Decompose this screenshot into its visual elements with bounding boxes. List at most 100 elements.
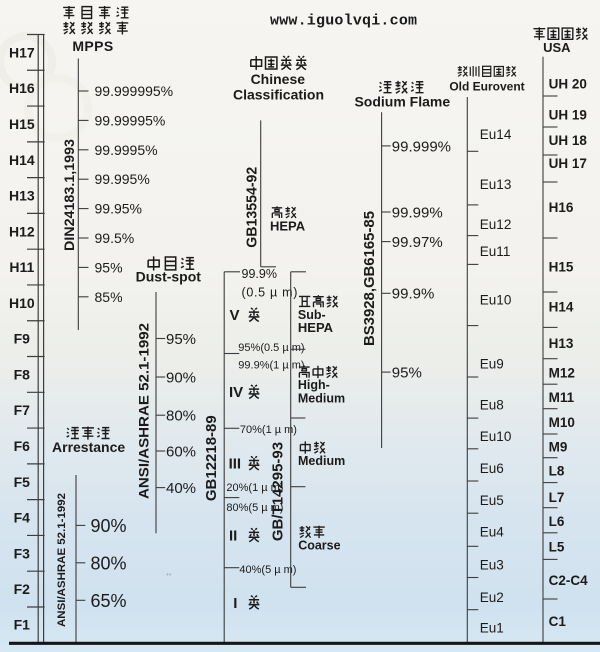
svg-text:C2-C4: C2-C4 (549, 573, 589, 588)
svg-text:Old Eurovent: Old Eurovent (449, 80, 524, 94)
svg-text:HEPA: HEPA (298, 320, 334, 335)
svg-text:GB13554-92: GB13554-92 (243, 167, 260, 248)
svg-text:99.5%: 99.5% (95, 230, 135, 246)
svg-text:L6: L6 (549, 514, 565, 529)
svg-text:H16: H16 (549, 200, 574, 215)
svg-text:F3: F3 (14, 545, 31, 561)
svg-text:70%(1 µ m): 70%(1 µ m) (240, 424, 297, 436)
svg-text:H13: H13 (9, 188, 35, 204)
svg-text:DIN24183.1,1993: DIN24183.1,1993 (61, 139, 77, 251)
svg-text:F7: F7 (14, 402, 31, 418)
svg-text:UH 19: UH 19 (549, 107, 587, 122)
svg-text:Sub-: Sub- (298, 308, 326, 322)
svg-text:GB12218-89: GB12218-89 (203, 415, 220, 501)
svg-text:95%(0.5 µ m): 95%(0.5 µ m) (238, 342, 304, 354)
svg-text:H14: H14 (549, 300, 574, 315)
svg-text:99.97%: 99.97% (392, 234, 443, 251)
svg-text:H10: H10 (9, 295, 35, 311)
svg-text:ANSI/ASHRAE 52.1-1992: ANSI/ASHRAE 52.1-1992 (136, 323, 152, 499)
svg-text:Eu13: Eu13 (480, 177, 512, 192)
svg-text:Classification: Classification (233, 86, 324, 102)
svg-text:IV: IV (229, 384, 243, 401)
svg-text:III: III (229, 456, 242, 473)
svg-text:95%: 95% (166, 331, 196, 348)
svg-text:Eu2: Eu2 (480, 590, 504, 605)
svg-text:www.iguolvqi.com: www.iguolvqi.com (270, 13, 417, 30)
svg-text:ANSI/ASHRAE 52.1-1992: ANSI/ASHRAE 52.1-1992 (56, 493, 68, 627)
svg-text:Eu3: Eu3 (480, 557, 504, 572)
svg-text:99.9%: 99.9% (392, 286, 435, 303)
svg-text:Eu8: Eu8 (480, 398, 504, 413)
svg-text:95%: 95% (392, 365, 422, 382)
svg-text:80%: 80% (166, 408, 196, 425)
svg-text:Eu9: Eu9 (480, 356, 504, 371)
svg-text:L8: L8 (549, 464, 565, 479)
svg-text:UH 20: UH 20 (549, 77, 587, 92)
svg-text:Eu6: Eu6 (480, 461, 504, 476)
svg-text:Eu10: Eu10 (480, 293, 512, 308)
svg-text:H11: H11 (9, 259, 34, 275)
svg-text:Coarse: Coarse (298, 539, 340, 553)
svg-text:F5: F5 (14, 474, 31, 490)
svg-text:F4: F4 (14, 510, 31, 526)
svg-text:60%: 60% (166, 443, 196, 460)
svg-text:F1: F1 (14, 617, 31, 633)
svg-text:F6: F6 (14, 438, 31, 454)
svg-text:M10: M10 (549, 415, 575, 430)
svg-text:F2: F2 (14, 581, 31, 597)
svg-text:Eu14: Eu14 (480, 127, 512, 142)
svg-text:99.95%: 99.95% (95, 201, 142, 217)
svg-text:GB/T14295-93: GB/T14295-93 (270, 442, 287, 541)
svg-text:85%: 85% (95, 289, 123, 305)
svg-text:H12: H12 (9, 223, 35, 239)
svg-text:Eu10: Eu10 (480, 429, 512, 444)
svg-text:99.99%: 99.99% (392, 204, 443, 221)
svg-text:Arrestance: Arrestance (52, 439, 125, 455)
svg-text:H13: H13 (549, 336, 574, 351)
svg-text:V: V (230, 307, 240, 324)
svg-text:99.9995%: 99.9995% (95, 142, 158, 158)
svg-text:99.9%: 99.9% (242, 267, 277, 281)
svg-text:40%: 40% (166, 480, 196, 497)
svg-text:99.995%: 99.995% (95, 171, 150, 187)
svg-text:HEPA: HEPA (270, 219, 306, 234)
svg-text:C1: C1 (549, 614, 567, 629)
svg-text:BS3928,GB6165-85: BS3928,GB6165-85 (361, 211, 378, 346)
svg-text:Eu5: Eu5 (480, 493, 504, 508)
svg-text:M9: M9 (549, 440, 568, 455)
svg-text:L5: L5 (549, 540, 565, 555)
svg-text:H17: H17 (9, 44, 35, 60)
svg-text:M12: M12 (549, 366, 575, 381)
svg-text:20%(1 µ m): 20%(1 µ m) (226, 482, 283, 494)
svg-text:F9: F9 (14, 331, 31, 347)
svg-text:Eu12: Eu12 (480, 217, 512, 232)
svg-text:90%: 90% (91, 516, 127, 536)
svg-text:Eu4: Eu4 (480, 525, 505, 540)
svg-text:(0.5 µ m): (0.5 µ m) (242, 285, 299, 299)
svg-text:USA: USA (543, 40, 571, 55)
svg-text:65%: 65% (91, 591, 127, 611)
svg-text:Eu1: Eu1 (480, 621, 504, 636)
svg-text:M11: M11 (549, 390, 575, 405)
svg-text:99.9%(1 µ m): 99.9%(1 µ m) (238, 360, 304, 372)
svg-text:80%: 80% (91, 553, 127, 573)
svg-text:95%: 95% (95, 259, 123, 275)
svg-text:L7: L7 (549, 490, 565, 505)
svg-text:40%(5 µ m): 40%(5 µ m) (239, 564, 296, 576)
svg-text:Chinese: Chinese (251, 71, 306, 87)
svg-text:High-: High- (298, 378, 330, 392)
svg-text:Medium: Medium (298, 454, 345, 468)
svg-text:H16: H16 (9, 80, 35, 96)
svg-text:II: II (229, 528, 237, 545)
svg-text:H15: H15 (9, 116, 35, 132)
svg-text:99.999%: 99.999% (392, 138, 451, 155)
svg-text:Dust-spot: Dust-spot (136, 269, 202, 285)
svg-text:Sodium Flame: Sodium Flame (354, 94, 450, 110)
svg-text:H14: H14 (9, 152, 35, 168)
svg-text:UH 18: UH 18 (549, 133, 588, 148)
svg-text:H15: H15 (549, 259, 574, 274)
svg-text:80%(5 µ m): 80%(5 µ m) (226, 502, 283, 514)
svg-text:Medium: Medium (298, 392, 345, 406)
svg-text:MPPS: MPPS (72, 38, 113, 54)
svg-text:Eu11: Eu11 (480, 244, 511, 259)
